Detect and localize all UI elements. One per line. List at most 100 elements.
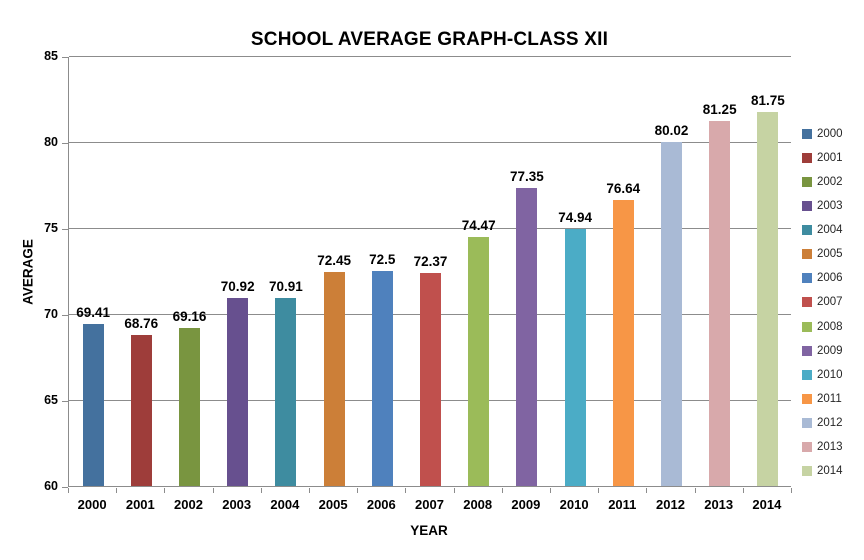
bar-2012 [661, 141, 682, 486]
bar-value-label-2002: 69.16 [172, 309, 207, 325]
legend-label-2009: 2009 [817, 344, 843, 357]
legend-label-2010: 2010 [817, 368, 843, 381]
x-tick-mark-5 [309, 488, 310, 493]
bar-2010 [564, 229, 586, 486]
legend-swatch-2000 [802, 129, 812, 139]
x-tick-mark-7 [405, 488, 406, 493]
x-tick-mark-10 [550, 488, 551, 493]
x-tick-mark-14 [743, 488, 744, 493]
legend: 2000 2001 2002 2003 2004 2005 2006 2007 2008 2009… [802, 0, 862, 560]
x-tick-label-2011: 2011 [608, 497, 637, 512]
legend-label-2005: 2005 [817, 248, 843, 261]
x-tick-label-2001: 2001 [125, 497, 155, 512]
bar-2006 [371, 271, 393, 486]
legend-swatch-2013 [802, 441, 812, 452]
x-tick-mark-1 [116, 488, 117, 493]
legend-label-2003: 2003 [817, 200, 843, 213]
y-tick-label-65: 65 [44, 393, 58, 407]
legend-swatch-2009 [802, 345, 812, 356]
bar-2009 [516, 187, 538, 486]
bar-value-label-2009: 77.35 [509, 168, 544, 184]
legend-swatch-2014 [802, 465, 812, 476]
y-tick-label-75: 75 [44, 221, 58, 235]
bar-value-label-2011: 76.64 [606, 180, 641, 196]
legend-item-2008: 2008 [802, 320, 843, 334]
legend-item-2009: 2009 [802, 344, 843, 358]
bar-2004 [275, 298, 297, 486]
legend-swatch-2003 [802, 201, 812, 212]
x-tick-mark-2 [164, 488, 165, 493]
legend-swatch-2004 [802, 225, 812, 236]
x-tick-mark-13 [695, 488, 696, 493]
y-tick-mark-80 [62, 143, 68, 144]
bar-value-label-2006: 72.5 [369, 252, 396, 267]
legend-swatch-2001 [802, 153, 812, 164]
bar-2000 [82, 324, 104, 486]
bar-2008 [468, 237, 490, 486]
legend-item-2007: 2007 [802, 295, 843, 309]
legend-label-2007: 2007 [817, 296, 843, 309]
bar-2007 [420, 273, 441, 486]
legend-label-2002: 2002 [817, 176, 843, 189]
bar-2003 [227, 298, 249, 486]
legend-swatch-2002 [802, 177, 812, 188]
legend-swatch-2011 [802, 393, 812, 404]
x-tick-mark-6 [357, 488, 358, 493]
legend-item-2011: 2011 [802, 392, 842, 406]
legend-item-2003: 2003 [802, 199, 843, 213]
legend-item-2012: 2012 [802, 416, 843, 430]
gridline-85 [69, 56, 791, 57]
legend-item-2014: 2014 [802, 464, 843, 478]
x-tick-mark-8 [454, 488, 455, 493]
x-tick-label-2008: 2008 [463, 497, 493, 512]
gridline-75 [69, 228, 791, 229]
legend-label-2001: 2001 [817, 152, 843, 165]
bar-2014 [757, 111, 779, 486]
x-tick-mark-0 [68, 488, 69, 493]
x-tick-label-2003: 2003 [222, 497, 252, 512]
x-axis-title: YEAR [410, 523, 448, 538]
y-tick-label-85: 85 [44, 49, 58, 63]
legend-item-2002: 2002 [802, 175, 843, 189]
x-tick-label-2005: 2005 [318, 497, 348, 512]
x-tick-mark-4 [261, 488, 262, 493]
y-tick-mark-60 [62, 487, 68, 488]
legend-item-2010: 2010 [802, 368, 843, 382]
legend-item-2013: 2013 [802, 440, 843, 454]
x-tick-label-2002: 2002 [174, 497, 203, 512]
x-tick-mark-9 [502, 488, 503, 493]
bar-value-label-2010: 74.94 [558, 210, 592, 226]
x-tick-label-2006: 2006 [366, 497, 396, 512]
x-tick-mark-3 [213, 488, 214, 493]
bar-value-label-2014: 81.75 [750, 92, 785, 108]
y-axis-title: AVERAGE [20, 239, 36, 305]
x-tick-mark-15 [791, 488, 792, 493]
bar-2013 [709, 120, 731, 486]
legend-label-2008: 2008 [817, 320, 843, 333]
legend-swatch-2008 [802, 321, 812, 332]
bar-value-label-2003: 70.92 [220, 279, 255, 295]
legend-label-2013: 2013 [817, 440, 843, 453]
bar-value-label-2005: 72.45 [317, 252, 351, 268]
y-tick-mark-70 [62, 315, 68, 316]
legend-item-2004: 2004 [802, 223, 843, 237]
x-tick-mark-12 [646, 488, 647, 493]
x-tick-label-2013: 2013 [704, 497, 734, 512]
legend-swatch-2010 [802, 369, 812, 380]
legend-item-2006: 2006 [802, 271, 843, 285]
plot-area: 69.41 68.76 69.16 70.92 70.91 72.45 72.5 72.37 7… [68, 56, 791, 487]
y-tick-mark-65 [62, 401, 68, 402]
y-tick-label-60: 60 [44, 479, 58, 493]
legend-item-2005: 2005 [802, 247, 843, 261]
bar-2005 [323, 271, 345, 486]
x-tick-label-2004: 2004 [270, 497, 300, 512]
bar-value-label-2008: 74.47 [461, 218, 496, 234]
bar-value-label-2007: 72.37 [413, 254, 448, 270]
bar-value-label-2013: 81.25 [702, 101, 737, 117]
y-tick-label-70: 70 [44, 307, 58, 321]
chart-title: SCHOOL AVERAGE GRAPH-CLASS XII [250, 29, 609, 50]
bar-value-label-2001: 68.76 [124, 316, 159, 332]
y-tick-mark-85 [62, 57, 68, 58]
legend-swatch-2005 [802, 249, 812, 260]
